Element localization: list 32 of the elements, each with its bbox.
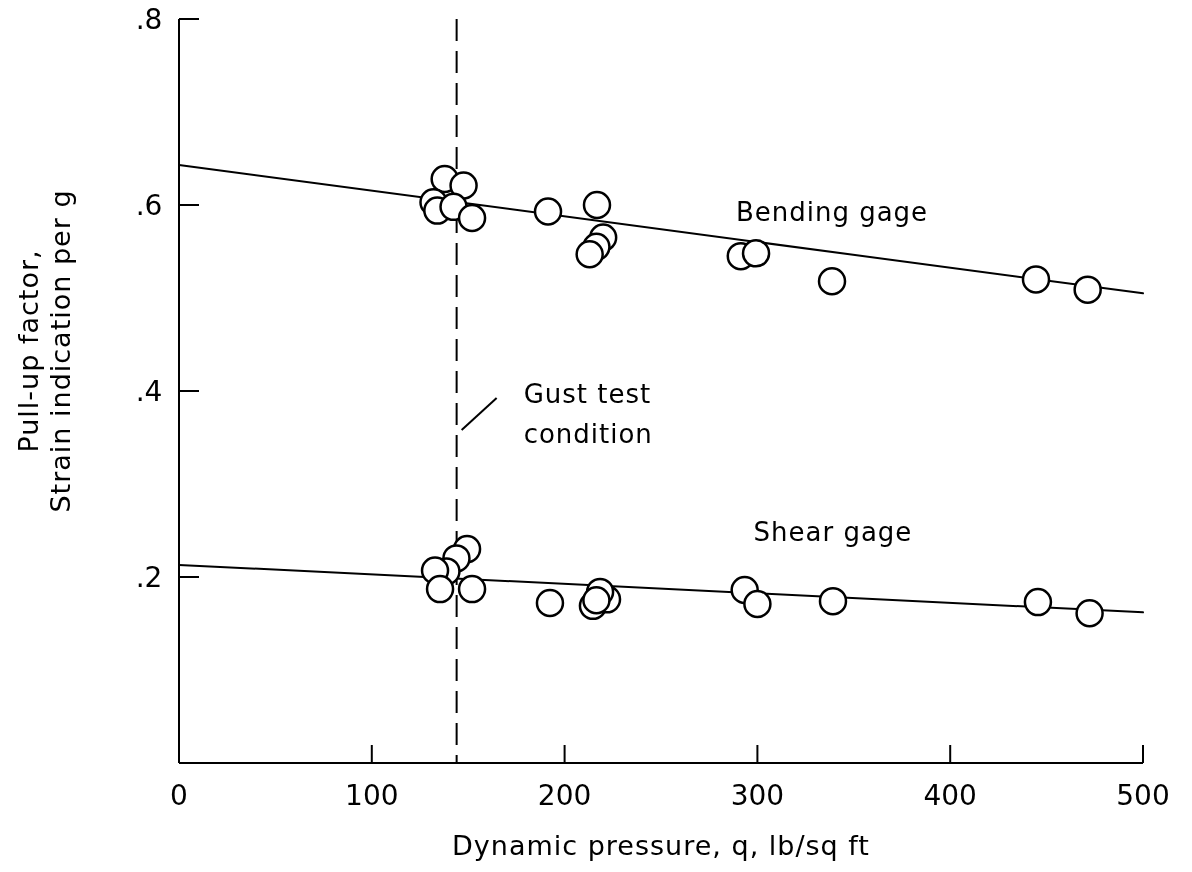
point [818,586,848,616]
y-tick-label: .2 [135,561,163,594]
y-tick-label: .4 [135,375,163,408]
x-tick-label: 100 [345,779,399,812]
x-axis-title: Dynamic pressure, q, lb/sq ft [452,830,870,861]
series-label: Bending gage [735,197,929,228]
x-tick-label: 300 [730,779,785,812]
point [817,267,847,296]
point [743,589,772,619]
x-tick-label: 0 [170,779,188,812]
y-tick-label: .6 [135,189,163,222]
point [1023,587,1053,617]
point [1073,275,1102,304]
point [425,574,455,604]
y-axis-title: Pull-up factor, Strain indication per g [13,189,76,513]
point [457,203,487,233]
point [533,197,563,226]
x-tick-label: 500 [1116,779,1170,812]
point [535,588,565,618]
point [1075,599,1104,628]
point [575,240,604,269]
ref-line-label: Gust test condition [523,379,653,449]
y-tick-label: .8 [135,3,163,36]
point [457,574,487,604]
point [582,586,611,615]
x-tick-label: 400 [923,779,977,812]
point [449,171,478,200]
point [1021,265,1051,294]
point [741,239,771,268]
series-label: Shear gage [753,517,913,548]
point [582,190,612,220]
x-tick-label: 200 [537,779,592,812]
